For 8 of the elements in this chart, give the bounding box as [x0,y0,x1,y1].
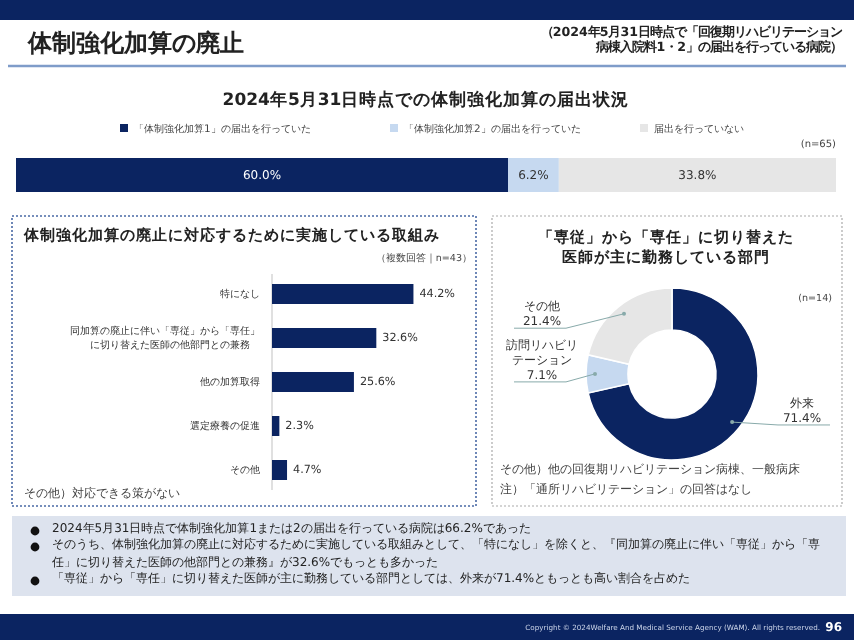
bar [272,284,414,304]
bar [272,328,377,348]
bar [272,416,280,436]
text: 体制強化加算の廃止 [26,28,244,57]
bar [272,460,288,480]
chart-title: 2024年5月31日時点での体制強化加算の届出状況 [222,88,630,111]
donut-slice [587,287,759,461]
bar [272,372,354,392]
